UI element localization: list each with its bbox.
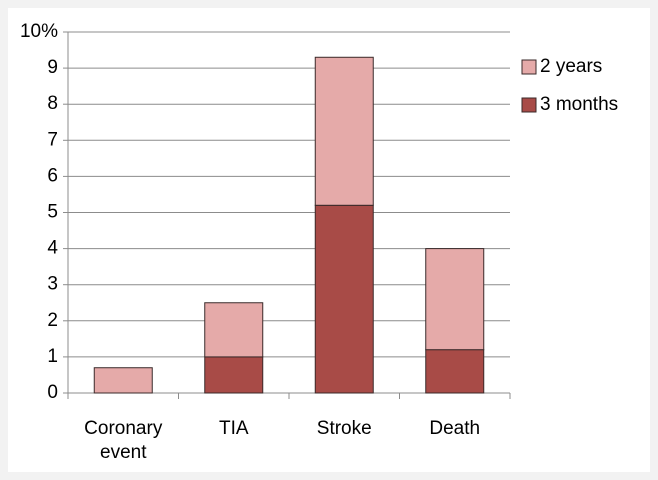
legend-swatch [521,97,537,113]
y-tick-label: 1 [47,346,58,367]
y-tick-label: 8 [47,93,58,114]
legend-label: 3 months [540,94,618,115]
bar-segment [93,367,153,394]
y-tick-label: 2 [47,310,58,331]
y-tick-label: 3 [47,274,58,295]
x-tick-label: TIA [218,418,249,439]
bar-segment [314,56,374,206]
bar-segment [425,248,485,351]
x-tick-label: Death [429,418,481,439]
x-tick-label: Coronary event [84,418,163,463]
bar-segment [425,349,485,394]
y-tick-label: 10% [20,21,58,42]
bar-segment [314,204,374,394]
y-tick-label: 5 [47,202,58,223]
legend-swatch [521,59,537,75]
y-tick-label: 7 [47,129,58,150]
y-tick-label: 6 [47,165,58,186]
x-tick-label: Stroke [316,418,372,439]
y-tick-label: 9 [47,57,58,78]
bar-segment [204,356,264,394]
y-tick-label: 4 [47,238,58,259]
y-tick-label: 0 [47,382,58,403]
bar-segment [204,302,264,358]
legend-label: 2 years [540,56,602,77]
